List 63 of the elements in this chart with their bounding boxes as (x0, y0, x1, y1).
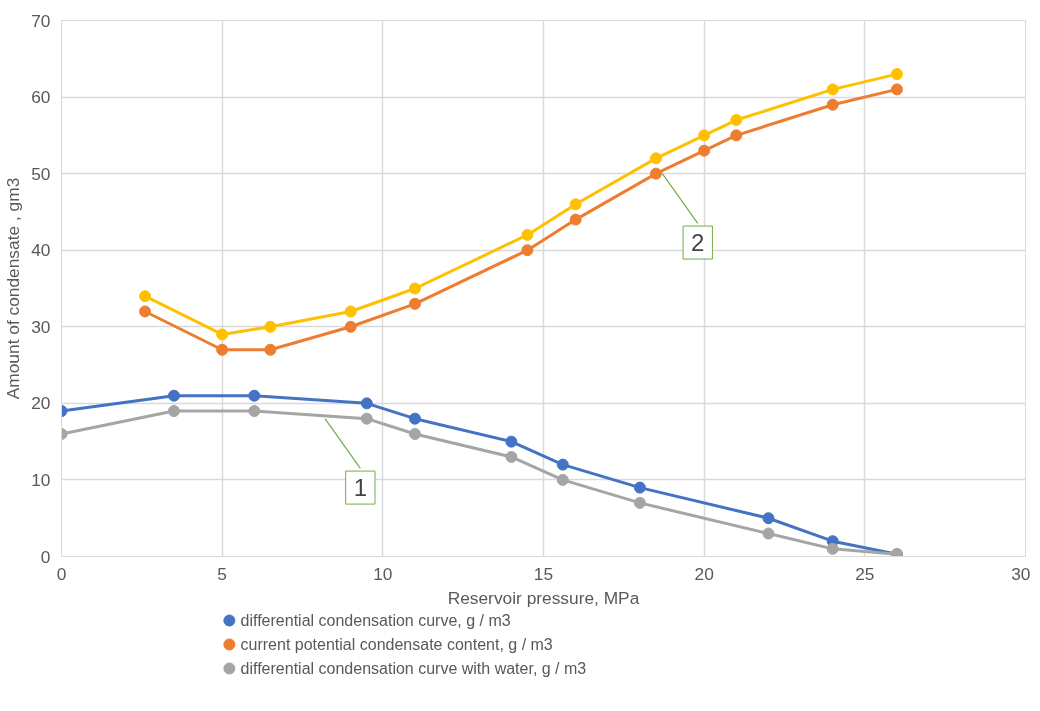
annotation: 2 (691, 229, 705, 257)
x-tick-label: 25 (855, 563, 875, 584)
x-tick-label: 20 (694, 563, 714, 584)
point (890, 68, 903, 81)
legend-label: differential condensation curve with water, g / m3 (240, 660, 587, 677)
point (248, 405, 261, 417)
point (633, 496, 646, 509)
point (890, 83, 903, 96)
y-tick-label: 40 (31, 240, 51, 261)
point (167, 389, 180, 402)
legend-label: current potential condensate content, g / m3 (240, 636, 553, 653)
point (139, 305, 152, 318)
point (344, 305, 357, 318)
point (569, 213, 582, 226)
point (556, 458, 569, 471)
point (167, 405, 180, 417)
point (649, 152, 662, 165)
point (521, 244, 534, 257)
y-axis-title: Amount of condensate , gm3 (3, 177, 24, 400)
point (264, 320, 277, 333)
x-tick-label: 0 (56, 563, 67, 584)
point (408, 282, 421, 295)
point (264, 343, 277, 356)
point (633, 481, 646, 494)
point (826, 83, 839, 96)
point (730, 114, 743, 127)
x-tick-label: 5 (217, 563, 227, 584)
point (569, 198, 582, 211)
point (408, 412, 421, 425)
point (762, 527, 775, 540)
point (216, 343, 229, 356)
point (248, 389, 261, 402)
x-tick-label: 30 (1011, 563, 1031, 584)
annotation: 1 (353, 474, 368, 502)
x-tick-label: 10 (373, 563, 393, 584)
point (216, 328, 229, 341)
y-tick-label: 60 (31, 87, 51, 108)
point (505, 450, 518, 463)
x-axis-title: Reservoir pressure, MPa (447, 587, 640, 608)
point (826, 98, 839, 111)
point (360, 397, 373, 410)
x-tick-label: 15 (533, 563, 554, 584)
y-tick-label: 20 (31, 393, 51, 414)
y-tick-label: 30 (31, 316, 51, 337)
point (505, 435, 518, 448)
point (730, 129, 743, 142)
y-tick-label: 70 (31, 10, 51, 31)
point (762, 512, 775, 525)
point (344, 320, 357, 333)
point (698, 129, 711, 142)
point (408, 297, 421, 310)
point (139, 290, 152, 303)
point (556, 473, 569, 486)
y-tick-label: 0 (40, 546, 51, 567)
legend-label: differential condensation curve, g / m3 (240, 612, 511, 629)
point (826, 542, 839, 555)
point (698, 144, 711, 157)
point (649, 167, 662, 180)
point (360, 412, 373, 425)
y-tick-label: 50 (31, 163, 51, 184)
point (521, 228, 534, 241)
y-tick-label: 10 (31, 469, 51, 490)
point (408, 428, 421, 440)
